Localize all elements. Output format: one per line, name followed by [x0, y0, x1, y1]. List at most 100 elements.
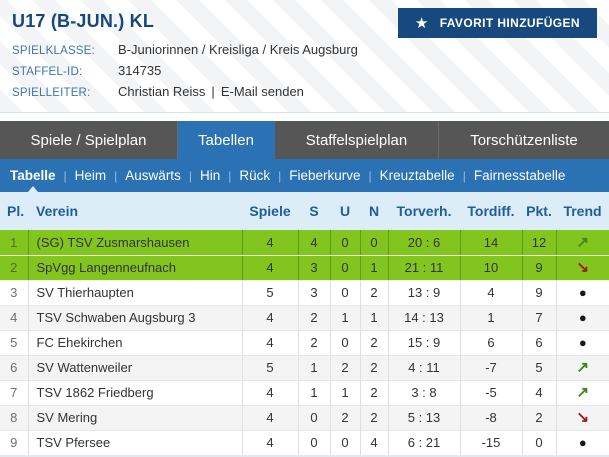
subtab-fairnesstabelle[interactable]: Fairnesstabelle [473, 168, 566, 183]
cell-verein: SV Thierhaupten [28, 280, 243, 306]
cell-verein: SV Wattenweiler [28, 355, 243, 381]
cell-u: 1 [330, 305, 361, 331]
cell-trend: ● [556, 430, 609, 456]
cell-torverh: 3 : 8 [388, 380, 461, 406]
column-header-torverh: Torverh. [388, 192, 460, 230]
favorit-hinzufuegen-button[interactable]: ★ FAVORIT HINZUFÜGEN [397, 8, 597, 38]
table-row-4: 4 TSV Schwaben Augsburg 3 4 2 1 1 14 : 13 1 7 ● [0, 305, 609, 331]
cell-s: 1 [298, 355, 331, 381]
cell-pl: 1 [0, 230, 29, 256]
standings-table: Pl. Verein Spiele S U N Torverh. Tordiff. Pkt. Tr… [0, 192, 609, 456]
team-name-link[interactable]: SpVgg Langenneufnach [36, 260, 177, 275]
team-name-link[interactable]: FC Ehekirchen [36, 335, 123, 350]
team-name-link[interactable]: SV Mering [36, 410, 98, 425]
team-name-link[interactable]: TSV 1862 Friedberg [36, 385, 154, 400]
cell-u: 0 [330, 255, 361, 281]
info-row-1: STAFFEL-ID: 314735 [12, 61, 609, 82]
cell-spiele: 4 [242, 380, 299, 406]
team-name-link[interactable]: SV Wattenweiler [36, 360, 133, 375]
cell-s: 0 [298, 405, 331, 431]
subtab-fieberkurve[interactable]: Fieberkurve [289, 168, 361, 183]
subtab-separator: | [462, 168, 466, 183]
column-header-trend: Trend [556, 192, 609, 230]
trend-down-icon: ↘ [576, 259, 590, 276]
tab-spiele-spielplan[interactable]: Spiele / Spielplan [0, 121, 178, 159]
header-gap [0, 113, 609, 121]
cell-s: 3 [298, 255, 331, 281]
subtab-hin[interactable]: Hin [199, 168, 221, 183]
subtab-tabelle[interactable]: Tabelle [2, 159, 64, 192]
cell-pkt: 9 [522, 255, 557, 281]
main-tab-bar: Spiele / Spielplan Tabellen Staffelspielpl… [0, 121, 609, 159]
cell-trend: ● [556, 305, 609, 331]
email-link[interactable]: E-Mail senden [220, 84, 304, 99]
page-header: U17 (B-JUN.) KL ★ FAVORIT HINZUFÜGEN SPI… [0, 0, 609, 113]
cell-spiele: 5 [242, 280, 299, 306]
cell-pkt: 2 [522, 405, 557, 431]
cell-u: 2 [330, 355, 361, 381]
cell-spiele: 4 [242, 430, 299, 456]
cell-spiele: 4 [242, 255, 299, 281]
table-row-5: 5 FC Ehekirchen 4 2 0 2 15 : 9 6 6 ● [0, 330, 609, 356]
cell-tordiff: 1 [460, 305, 523, 331]
cell-u: 2 [330, 405, 361, 431]
cell-n: 2 [360, 330, 389, 356]
cell-trend: ↗ [556, 230, 609, 256]
team-name-link[interactable]: TSV Schwaben Augsburg 3 [36, 310, 196, 325]
subtab-auswaerts[interactable]: Auswärts [125, 168, 181, 183]
cell-spiele: 4 [242, 305, 299, 331]
column-header-s: S [298, 192, 330, 230]
info-label: SPIELKLASSE: [12, 45, 95, 57]
cell-torverh: 15 : 9 [388, 330, 461, 356]
cell-torverh: 21 : 11 [388, 255, 461, 281]
cell-verein: TSV Pfersee [28, 430, 243, 456]
cell-pkt: 12 [522, 230, 557, 256]
cell-torverh: 5 : 13 [388, 405, 461, 431]
column-header-spiele: Spiele [242, 192, 298, 230]
info-label: STAFFEL-ID: [12, 66, 83, 78]
team-name-link[interactable]: (SG) TSV Zusmarshausen [36, 234, 190, 250]
cell-trend: ↘ [556, 255, 609, 281]
team-name-link[interactable]: TSV Pfersee [36, 435, 111, 450]
cell-tordiff: 6 [460, 330, 523, 356]
trend-up-icon: ↗ [576, 233, 590, 251]
cell-s: 4 [298, 230, 331, 256]
subtab-heim[interactable]: Heim [74, 168, 107, 183]
table-row-7: 7 TSV 1862 Friedberg 4 1 1 2 3 : 8 -5 4 ↗ [0, 380, 609, 406]
cell-pl: 9 [0, 430, 29, 456]
table-row-1: 1 (SG) TSV Zusmarshausen 4 4 0 0 20 : 6 14 12 ↗ [0, 230, 609, 256]
subtab-separator: | [114, 168, 118, 183]
cell-verein: TSV 1862 Friedberg [28, 380, 243, 406]
tab-tabellen[interactable]: Tabellen [178, 121, 275, 159]
cell-u: 0 [330, 330, 361, 356]
cell-verein: FC Ehekirchen [28, 330, 243, 356]
cell-pl: 4 [0, 305, 29, 331]
column-header-u: U [330, 192, 360, 230]
cell-n: 2 [360, 355, 389, 381]
trend-steady-icon: ● [578, 310, 587, 325]
table-body: 1 (SG) TSV Zusmarshausen 4 4 0 0 20 : 6 14 12 ↗ 2 S… [0, 230, 609, 456]
subtab-kreuztabelle[interactable]: Kreuztabelle [379, 168, 455, 183]
cell-n: 2 [360, 280, 389, 306]
cell-pkt: 9 [522, 280, 557, 306]
cell-pl: 8 [0, 405, 29, 431]
cell-pl: 2 [0, 255, 29, 281]
subtab-rueck[interactable]: Rück [239, 168, 271, 183]
cell-trend: ● [556, 330, 609, 356]
cell-n: 2 [360, 405, 389, 431]
cell-tordiff: 10 [460, 255, 523, 281]
cell-n: 2 [360, 380, 389, 406]
info-value: Christian Reiss [118, 84, 206, 99]
cell-spiele: 4 [242, 405, 299, 431]
team-name-link[interactable]: SV Thierhaupten [36, 285, 134, 300]
cell-verein: TSV Schwaben Augsburg 3 [28, 305, 243, 331]
table-row-6: 6 SV Wattenweiler 5 1 2 2 4 : 11 -7 5 ↗ [0, 355, 609, 381]
cell-pkt: 6 [522, 330, 557, 356]
tab-torschuetzenliste[interactable]: Torschützenliste [470, 131, 578, 149]
separator: | [211, 84, 215, 99]
info-row-0: SPIELKLASSE: B-Juniorinnen / Kreisliga / … [12, 40, 609, 61]
tab-staffelspielplan[interactable]: Staffelspielplan [275, 121, 439, 159]
column-header-pl: Pl. [0, 192, 28, 230]
cell-n: 4 [360, 430, 389, 456]
